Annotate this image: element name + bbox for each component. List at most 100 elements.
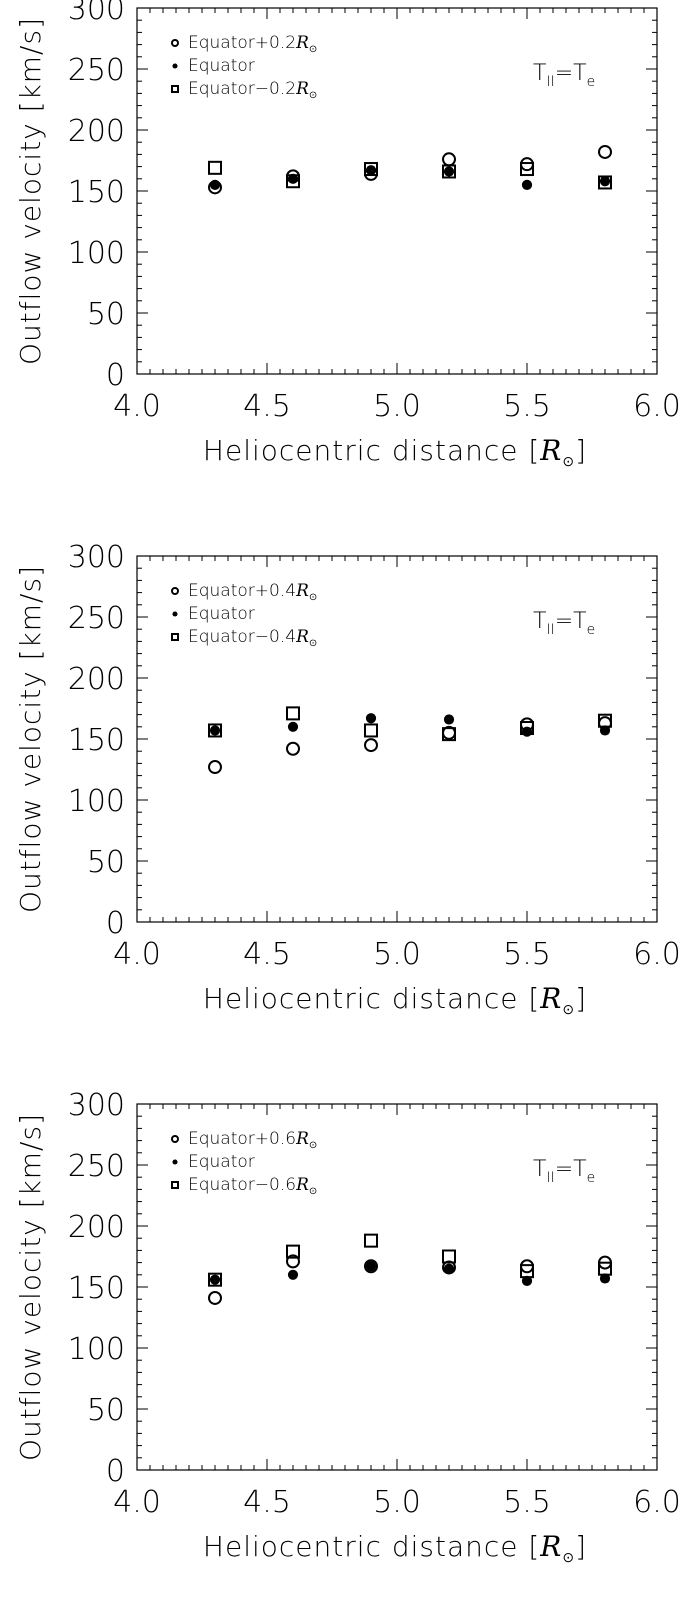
anno-sub-right: e (587, 1170, 596, 1186)
x-axis-unit: R (539, 1530, 562, 1563)
legend-marker-filled-circle (172, 1159, 178, 1165)
legend-marker-filled-circle (172, 63, 178, 69)
legend-sun-symbol: ⊙ (309, 90, 317, 101)
x-tick-label: 4.5 (243, 389, 291, 424)
y-tick-label: 150 (68, 723, 125, 758)
y-axis-title: Outflow velocity [km/s] (14, 17, 47, 365)
legend-entry-2: Equator−0.6R⊙ (188, 1175, 317, 1197)
data-point-open-circle (208, 760, 222, 775)
x-axis-title: Heliocentric distance [R⊙] (203, 982, 587, 1018)
y-tick-label: 200 (68, 114, 125, 149)
anno-t-right: T (573, 61, 586, 86)
legend-label: Equator+0.6 (188, 1129, 296, 1149)
x-axis-unit: R (539, 434, 562, 467)
legend-label: Equator−0.4 (188, 627, 296, 647)
y-axis-title: Outflow velocity [km/s] (14, 565, 47, 913)
data-point-open-square (520, 1264, 534, 1279)
legend-label: Equator+0.4 (188, 581, 296, 601)
legend-entry-2: Equator−0.4R⊙ (188, 627, 317, 649)
legend-unit-r: R (295, 79, 309, 99)
anno-equals: = (555, 609, 573, 634)
data-point-filled-circle (287, 721, 299, 732)
anno-sub-left: II (546, 1170, 554, 1186)
legend-label: Equator (188, 1152, 255, 1172)
data-point-filled-circle (209, 179, 221, 190)
data-point-filled-circle (599, 176, 611, 187)
y-tick-label: 0 (106, 358, 125, 393)
legend-entry-1: Equator (188, 56, 255, 76)
x-axis-title-text: Heliocentric distance (203, 1530, 519, 1563)
legend-marker-open-square (171, 633, 179, 641)
data-point-open-square (208, 160, 222, 175)
x-axis-title-text: Heliocentric distance (203, 434, 519, 467)
data-point-filled-circle (599, 725, 611, 736)
x-axis-unit: R (539, 982, 562, 1015)
data-point-filled-circle (365, 713, 377, 724)
anno-t-left: T (533, 1157, 546, 1182)
y-tick-label: 50 (87, 297, 125, 332)
x-tick-label: 5.0 (373, 937, 421, 972)
data-point-filled-circle (521, 726, 533, 737)
y-tick-label: 0 (106, 1454, 125, 1489)
x-tick-label: 4.0 (113, 389, 161, 424)
data-point-filled-circle (521, 1275, 533, 1286)
y-tick-label: 250 (68, 53, 125, 88)
x-axis-bracket-open: [ (518, 982, 540, 1015)
legend-unit-r: R (295, 1129, 309, 1149)
sun-symbol: ⊙ (562, 1002, 575, 1018)
chart-panel-bottom: 4.0 4.5 5.0 5.5 6.0 0 50 100 150 200 250 300 Helioce… (14, 1088, 681, 1566)
y-tick-label: 200 (68, 662, 125, 697)
y-axis-title: Outflow velocity [km/s] (14, 1113, 47, 1461)
data-point-open-circle (286, 741, 300, 756)
y-tick-label: 200 (68, 1210, 125, 1245)
legend-entry-0: Equator+0.4R⊙ (188, 581, 317, 603)
x-axis-bracket-open: [ (518, 1530, 540, 1563)
data-point-open-circle (520, 157, 534, 172)
x-tick-label: 5.0 (373, 389, 421, 424)
x-tick-label: 5.5 (503, 1485, 551, 1520)
x-tick-label: 4.0 (113, 1485, 161, 1520)
legend-marker-filled-circle (172, 611, 178, 617)
x-tick-label: 6.0 (633, 1485, 681, 1520)
legend-unit-r: R (295, 1175, 309, 1195)
data-point-open-circle (442, 152, 456, 167)
legend-label: Equator (188, 56, 255, 76)
legend-marker-open-circle (171, 1135, 179, 1143)
x-axis-bracket-open: [ (518, 434, 540, 467)
x-axis-bracket-close: ] (575, 434, 587, 467)
data-point-filled-circle (287, 1269, 299, 1280)
sun-symbol: ⊙ (562, 454, 575, 470)
data-point-open-square (598, 1261, 612, 1276)
data-point-filled-circle (287, 173, 299, 184)
data-point-open-square (364, 162, 378, 177)
data-point-open-square (286, 706, 300, 721)
legend-marker-open-circle (171, 39, 179, 47)
x-axis-title-text: Heliocentric distance (203, 982, 519, 1015)
sun-symbol: ⊙ (562, 1550, 575, 1566)
x-tick-label: 4.5 (243, 1485, 291, 1520)
data-point-open-circle (286, 1254, 300, 1269)
anno-sub-left: II (546, 74, 554, 90)
y-tick-label: 50 (87, 845, 125, 880)
data-point-filled-circle (365, 165, 377, 176)
y-tick-label: 100 (68, 236, 125, 271)
legend-unit-r: R (295, 581, 309, 601)
data-point-open-square (598, 713, 612, 728)
data-point-open-square (442, 727, 456, 742)
legend-marker-open-square (171, 1181, 179, 1189)
x-tick-label: 4.0 (113, 937, 161, 972)
x-tick-label: 5.5 (503, 937, 551, 972)
y-tick-label: 0 (106, 906, 125, 941)
legend-sun-symbol: ⊙ (309, 1140, 317, 1151)
anno-sub-right: e (587, 74, 596, 90)
legend-entry-0: Equator+0.6R⊙ (188, 1129, 317, 1151)
data-point-open-square (286, 1244, 300, 1259)
x-tick-label: 5.5 (503, 389, 551, 424)
temperature-annotation: TII=Te (533, 609, 595, 638)
data-point-open-circle (598, 144, 612, 159)
y-tick-label: 150 (68, 175, 125, 210)
chart-panel-top: 4.0 4.5 5.0 5.5 6.0 0 50 100 150 200 250 300 Helioce… (14, 0, 681, 470)
data-point-filled-circle (443, 166, 455, 177)
data-point-open-square (520, 721, 534, 736)
anno-t-left: T (533, 609, 546, 634)
